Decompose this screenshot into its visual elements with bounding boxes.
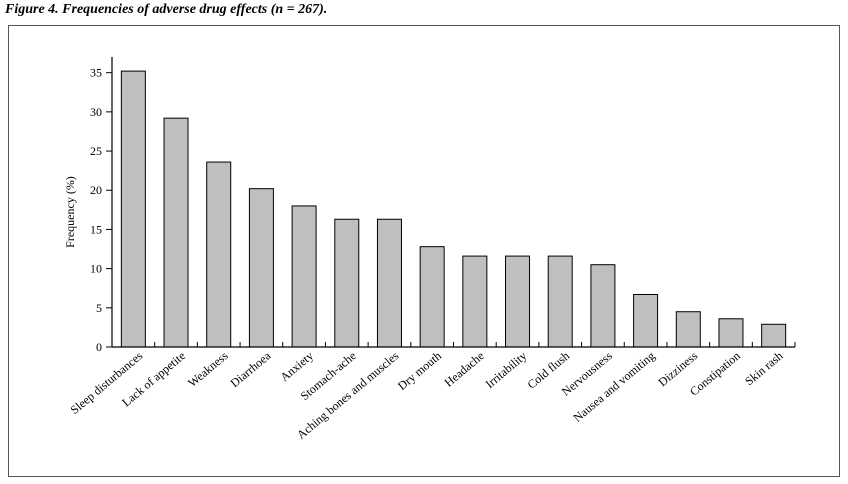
bar	[718, 318, 744, 348]
bar	[462, 255, 488, 348]
x-tick-label: Irritability	[483, 349, 530, 391]
bar	[505, 255, 531, 348]
bar	[419, 246, 445, 348]
bar	[206, 161, 232, 348]
chart-frame	[8, 25, 840, 477]
bar	[761, 323, 787, 348]
bar	[163, 117, 189, 348]
x-tick-label: Anxiety	[277, 349, 316, 385]
x-tick-label: Sleep disturbances	[68, 348, 146, 417]
bar	[248, 188, 274, 348]
figure-title: Figure 4. Frequencies of adverse drug ef…	[5, 2, 328, 17]
y-axis-title: Frequency (%)	[63, 176, 77, 248]
bar	[633, 293, 659, 348]
y-tick-label: 30	[90, 105, 102, 119]
x-tick-label: Headache	[442, 349, 487, 390]
x-tick-label: Dry mouth	[395, 349, 444, 393]
y-tick-label: 0	[96, 340, 102, 354]
x-tick-label: Diarrhoea	[228, 348, 274, 390]
bar	[675, 311, 701, 348]
bar	[334, 218, 360, 348]
y-tick-label: 20	[90, 183, 102, 197]
bars	[120, 70, 787, 348]
y-tick-label: 15	[90, 222, 102, 236]
bar	[120, 70, 146, 348]
bar	[376, 218, 402, 348]
y-tick-label: 25	[90, 144, 102, 158]
x-tick-label: Weakness	[185, 348, 231, 390]
y-tick-label: 35	[90, 66, 102, 80]
x-tick-label: Skin rash	[742, 349, 785, 389]
y-tick-label: 5	[96, 301, 102, 315]
y-tick-label: 10	[90, 262, 102, 276]
bar	[547, 255, 573, 348]
bar	[291, 205, 317, 348]
y-axis: 0 5 10 15 20 25 30 35	[90, 57, 113, 354]
bar	[590, 264, 616, 348]
